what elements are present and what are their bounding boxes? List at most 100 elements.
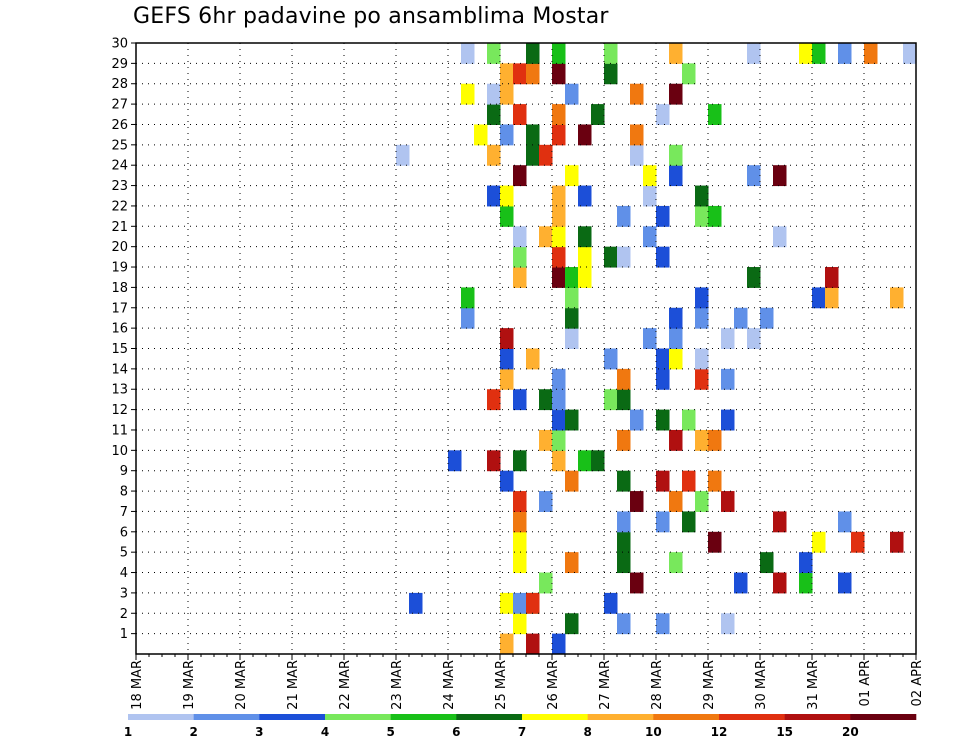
heatmap-cell xyxy=(604,348,618,370)
y-tick-label: 30 xyxy=(111,37,128,52)
heatmap-cell xyxy=(617,531,631,553)
heatmap-cell xyxy=(513,267,527,288)
heatmap-cell xyxy=(513,63,527,85)
x-tick-label: 19 MAR xyxy=(182,660,197,710)
heatmap-cell xyxy=(474,124,488,146)
heatmap-cell xyxy=(656,205,670,227)
heatmap-cell xyxy=(513,389,527,411)
colorbar-label: 12 xyxy=(711,725,728,739)
colorbar-label: 2 xyxy=(189,725,197,739)
colorbar-label: 10 xyxy=(645,725,662,739)
heatmap-cell xyxy=(747,165,761,187)
heatmap-cell xyxy=(578,246,592,268)
heatmap-cell xyxy=(552,409,566,431)
heatmap-cell xyxy=(721,491,735,512)
y-tick-label: 29 xyxy=(111,57,128,72)
x-tick-label: 18 MAR xyxy=(130,660,145,710)
heatmap-cell xyxy=(617,552,631,574)
y-tick-label: 4 xyxy=(120,566,128,581)
colorbar-swatch xyxy=(719,714,785,720)
heatmap-cell xyxy=(682,470,696,492)
heatmap-cell xyxy=(617,389,631,411)
heatmap-cell xyxy=(695,368,709,390)
heatmap-cell xyxy=(630,144,644,166)
heatmap-cell xyxy=(617,368,631,390)
heatmap-cell xyxy=(851,531,865,553)
heatmap-cell xyxy=(630,83,644,105)
heatmap-cell xyxy=(617,511,631,533)
colorbar-swatch xyxy=(653,714,720,720)
heatmap-cell xyxy=(656,511,670,533)
heatmap-cell xyxy=(552,43,566,64)
heatmap-cell xyxy=(708,429,722,451)
heatmap-cell xyxy=(461,83,475,105)
y-tick-label: 1 xyxy=(120,627,128,642)
colorbar-swatch xyxy=(456,714,523,720)
heatmap-cell xyxy=(604,246,618,268)
heatmap-cell xyxy=(799,552,813,574)
heatmap-cell xyxy=(513,552,527,574)
heatmap-cell xyxy=(773,572,787,594)
heatmap-cell xyxy=(838,572,852,594)
heatmap-cell xyxy=(812,287,826,309)
heatmap-cell xyxy=(513,531,527,553)
heatmap-cell xyxy=(617,470,631,492)
heatmap-cell xyxy=(500,348,514,370)
heatmap-cell xyxy=(669,307,683,329)
heatmap-cell xyxy=(656,409,670,431)
heatmap-cell xyxy=(838,511,852,533)
y-tick-label: 7 xyxy=(120,505,128,520)
x-tick-label: 23 MAR xyxy=(390,660,405,710)
heatmap-cell xyxy=(565,287,579,309)
heatmap-cell xyxy=(461,43,475,64)
heatmap-cell xyxy=(552,63,566,85)
heatmap-cell xyxy=(747,328,761,349)
heatmap-cell xyxy=(487,185,501,207)
heatmap-cell xyxy=(513,450,527,472)
heatmap-cell xyxy=(448,450,462,472)
y-tick-label: 8 xyxy=(120,485,128,500)
heatmap-cell xyxy=(812,43,826,64)
heatmap-cell xyxy=(643,226,657,248)
heatmap-cell xyxy=(565,307,579,329)
y-tick-label: 3 xyxy=(120,586,128,601)
heatmap-cell xyxy=(552,267,566,288)
heatmap-cell xyxy=(500,592,514,614)
heatmap-cell xyxy=(708,531,722,553)
heatmap-cell xyxy=(513,226,527,248)
heatmap-cell xyxy=(695,307,709,329)
heatmap-cell xyxy=(591,104,605,125)
heatmap-cell xyxy=(578,226,592,248)
heatmap-cell xyxy=(669,348,683,370)
heatmap-cell xyxy=(669,491,683,512)
heatmap-cell xyxy=(669,552,683,574)
heatmap-cell xyxy=(526,144,540,166)
heatmap-cell xyxy=(721,368,735,390)
heatmap-cell xyxy=(656,613,670,635)
colorbar-swatch xyxy=(325,714,391,720)
heatmap-cell xyxy=(552,124,566,146)
colorbar-swatch xyxy=(128,714,194,720)
y-tick-label: 2 xyxy=(120,607,128,622)
colorbar-swatch xyxy=(587,714,654,720)
heatmap-cell xyxy=(825,267,839,288)
heatmap-cell xyxy=(487,83,501,105)
heatmap-cell xyxy=(552,389,566,411)
y-tick-label: 27 xyxy=(111,98,128,113)
heatmap-cell xyxy=(565,409,579,431)
x-tick-label: 02 APR xyxy=(910,660,925,706)
heatmap-cell xyxy=(513,104,527,125)
heatmap-cell xyxy=(552,185,566,207)
heatmap-cell xyxy=(630,491,644,512)
colorbar-label: 5 xyxy=(386,725,394,739)
heatmap-cell xyxy=(682,511,696,533)
heatmap-cell xyxy=(890,287,904,309)
heatmap-cell xyxy=(682,63,696,85)
heatmap-cell xyxy=(500,368,514,390)
colorbar-label: 4 xyxy=(321,725,329,739)
colorbar-swatch xyxy=(259,714,326,720)
heatmap-cell xyxy=(604,592,618,614)
heatmap-cell xyxy=(604,63,618,85)
heatmap-cell xyxy=(825,287,839,309)
heatmap-cell xyxy=(513,491,527,512)
